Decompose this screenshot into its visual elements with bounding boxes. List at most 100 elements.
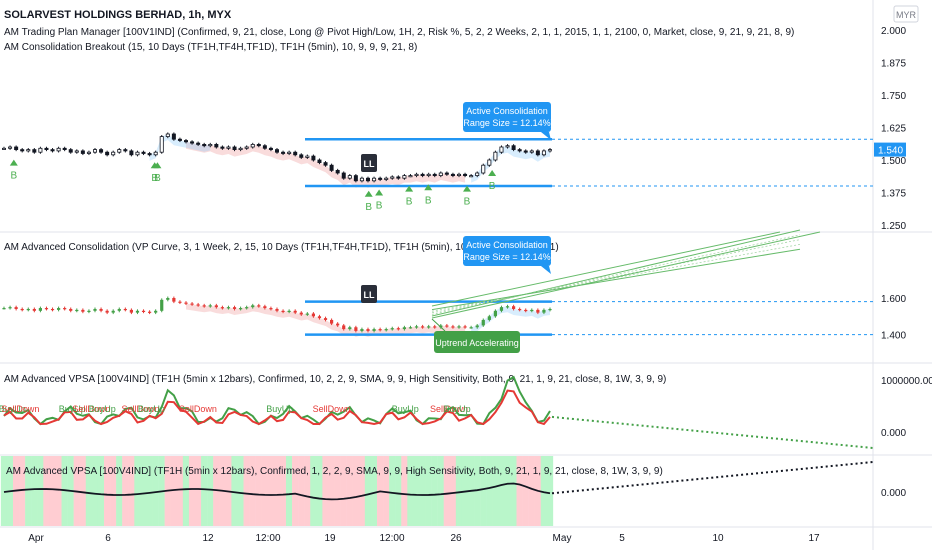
candle[interactable] bbox=[123, 307, 127, 312]
candle[interactable] bbox=[68, 148, 73, 154]
candle[interactable] bbox=[20, 307, 24, 312]
candle[interactable] bbox=[456, 172, 461, 178]
candle[interactable] bbox=[457, 324, 461, 329]
candle[interactable] bbox=[141, 309, 146, 314]
candle[interactable] bbox=[20, 148, 25, 153]
candle[interactable] bbox=[196, 141, 201, 146]
candle[interactable] bbox=[99, 148, 104, 154]
candle[interactable] bbox=[535, 149, 540, 157]
candle[interactable] bbox=[226, 145, 231, 150]
candle[interactable] bbox=[414, 324, 419, 329]
buy-signal[interactable]: B bbox=[463, 185, 472, 208]
candle[interactable] bbox=[427, 324, 431, 329]
candle[interactable] bbox=[432, 172, 437, 178]
candle[interactable] bbox=[408, 174, 413, 178]
candle[interactable] bbox=[444, 171, 449, 176]
indicator-title-trading-plan[interactable]: AM Trading Plan Manager [100V1IND] (Conf… bbox=[4, 27, 794, 38]
candle[interactable] bbox=[166, 296, 170, 302]
candle[interactable] bbox=[469, 325, 473, 329]
candle[interactable] bbox=[129, 149, 134, 157]
candle[interactable] bbox=[529, 149, 534, 154]
candle[interactable] bbox=[469, 174, 474, 178]
candle[interactable] bbox=[190, 302, 194, 306]
candle[interactable] bbox=[111, 309, 115, 315]
candle[interactable] bbox=[38, 306, 42, 313]
candle[interactable] bbox=[426, 172, 431, 178]
candle[interactable] bbox=[44, 306, 49, 311]
candle[interactable] bbox=[317, 158, 322, 165]
candle[interactable] bbox=[287, 309, 291, 314]
candle[interactable] bbox=[117, 148, 122, 154]
candle[interactable] bbox=[360, 327, 364, 333]
buy-signal[interactable]: B bbox=[153, 162, 162, 184]
candle[interactable] bbox=[548, 307, 552, 312]
candle[interactable] bbox=[414, 172, 419, 178]
candle[interactable] bbox=[80, 149, 85, 156]
candle[interactable] bbox=[165, 132, 170, 139]
buy-signal[interactable]: B bbox=[364, 190, 373, 213]
candle[interactable] bbox=[8, 305, 12, 310]
candle[interactable] bbox=[299, 153, 304, 159]
candle[interactable] bbox=[2, 146, 7, 150]
candle[interactable] bbox=[317, 314, 322, 320]
candle[interactable] bbox=[493, 150, 498, 162]
currency-button[interactable] bbox=[893, 5, 919, 23]
candle[interactable] bbox=[214, 142, 219, 149]
candle[interactable] bbox=[341, 171, 346, 180]
candle[interactable] bbox=[190, 140, 195, 145]
candle[interactable] bbox=[311, 154, 316, 162]
candle[interactable] bbox=[281, 309, 285, 314]
candle[interactable] bbox=[433, 324, 437, 329]
candle[interactable] bbox=[463, 324, 467, 329]
candle[interactable] bbox=[293, 309, 297, 315]
candle[interactable] bbox=[487, 314, 491, 322]
candle[interactable] bbox=[342, 323, 346, 331]
candle[interactable] bbox=[445, 323, 449, 328]
candle[interactable] bbox=[62, 146, 67, 152]
candle[interactable] bbox=[244, 145, 249, 150]
candle[interactable] bbox=[26, 307, 30, 312]
candle[interactable] bbox=[396, 326, 400, 331]
candle[interactable] bbox=[177, 137, 182, 143]
candle[interactable] bbox=[323, 161, 328, 167]
candle[interactable] bbox=[299, 311, 303, 316]
candle[interactable] bbox=[220, 305, 224, 310]
candle[interactable] bbox=[390, 175, 395, 180]
candle[interactable] bbox=[38, 146, 43, 154]
candle[interactable] bbox=[183, 138, 188, 144]
candle[interactable] bbox=[141, 150, 146, 156]
candle[interactable] bbox=[499, 145, 504, 154]
candle[interactable] bbox=[239, 306, 243, 311]
candle[interactable] bbox=[366, 327, 370, 333]
candle[interactable] bbox=[135, 309, 140, 315]
candle[interactable] bbox=[517, 148, 522, 153]
candle[interactable] bbox=[250, 142, 255, 149]
candle[interactable] bbox=[208, 303, 212, 308]
candle[interactable] bbox=[2, 306, 6, 310]
candle[interactable] bbox=[287, 150, 292, 156]
candle[interactable] bbox=[178, 300, 182, 305]
candle[interactable] bbox=[463, 172, 468, 178]
candle[interactable] bbox=[421, 324, 425, 329]
candle[interactable] bbox=[87, 309, 91, 314]
candle[interactable] bbox=[196, 302, 200, 307]
candle[interactable] bbox=[256, 142, 261, 148]
candle[interactable] bbox=[438, 171, 443, 178]
candle[interactable] bbox=[536, 308, 540, 315]
candle[interactable] bbox=[105, 309, 109, 315]
candle[interactable] bbox=[330, 318, 334, 326]
candle[interactable] bbox=[323, 316, 328, 322]
candle[interactable] bbox=[81, 308, 85, 314]
candle[interactable] bbox=[56, 146, 61, 153]
candle[interactable] bbox=[499, 305, 504, 313]
vpsa2-pane[interactable] bbox=[3, 461, 874, 501]
candle[interactable] bbox=[541, 149, 546, 157]
candle[interactable] bbox=[518, 307, 522, 312]
candle[interactable] bbox=[396, 175, 401, 180]
candle[interactable] bbox=[32, 148, 37, 154]
candle[interactable] bbox=[548, 148, 553, 153]
candle[interactable] bbox=[14, 145, 19, 152]
candle[interactable] bbox=[202, 142, 207, 148]
price-pane[interactable]: Active Consolidation (Range Size = 12.14%… bbox=[2, 102, 873, 213]
candle[interactable] bbox=[147, 151, 152, 157]
